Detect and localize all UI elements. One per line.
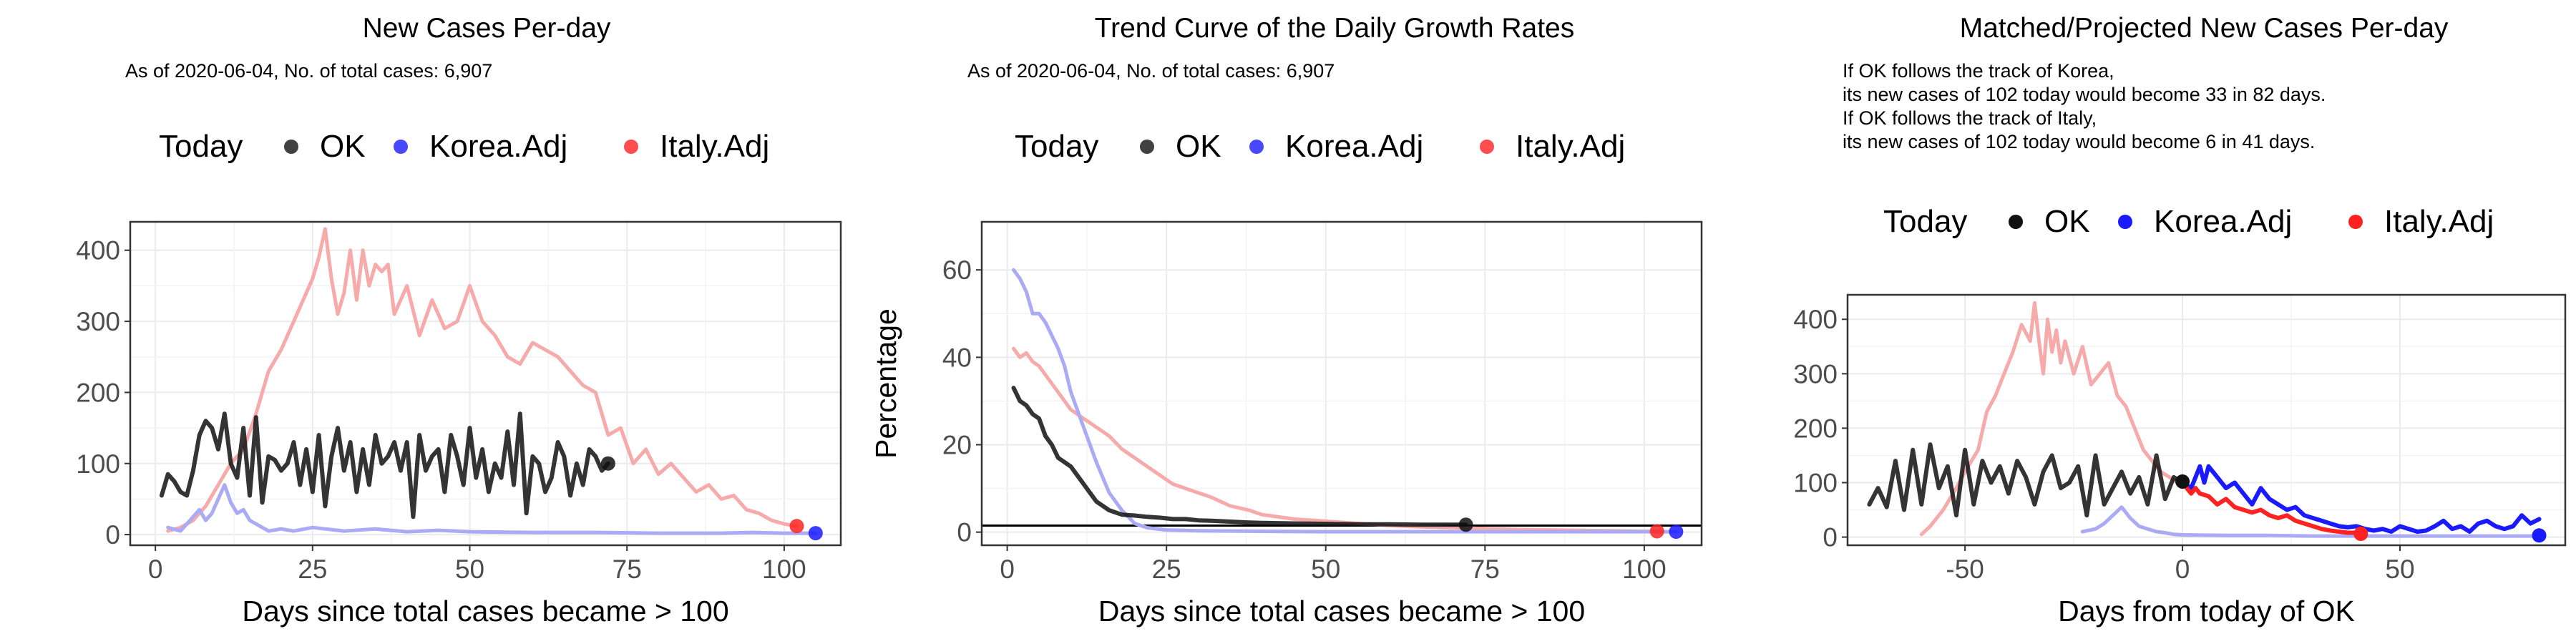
y-tick-label: 40 <box>942 343 972 372</box>
legend-label-italy: Italy.Adj <box>2384 204 2494 239</box>
legend-label-italy: Italy.Adj <box>660 129 769 164</box>
series-group <box>982 268 1702 534</box>
y-tick-label: 200 <box>1793 414 1838 443</box>
series-line-ok-main <box>159 411 610 519</box>
y-tick-label: 400 <box>1793 305 1838 334</box>
legend-key-ok <box>284 140 298 154</box>
x-tick-label: 0 <box>1000 555 1015 584</box>
legend-key-ok <box>2009 215 2023 229</box>
chart-title: New Cases Per-day <box>363 13 611 44</box>
x-tick-label: 25 <box>1152 555 1181 584</box>
series-line-korea <box>166 483 818 535</box>
x-tick-label: 75 <box>1470 555 1500 584</box>
today-point-italy <box>1649 524 1664 539</box>
series-line-italy <box>1919 301 2185 537</box>
today-point-ok <box>1458 517 1473 532</box>
today-point-korea <box>2532 528 2547 543</box>
x-tick-label: 25 <box>298 555 327 584</box>
grid <box>1848 295 2565 545</box>
legend-title: Today <box>1883 204 1967 239</box>
legend-label-ok: OK <box>320 129 366 164</box>
plot-frame <box>129 220 842 547</box>
series-line-italy-main <box>2180 480 2363 536</box>
y-tick-label: 60 <box>942 255 972 285</box>
legend-title: Today <box>159 129 243 164</box>
series-line-korea <box>2080 505 2541 538</box>
series-line-ok-main <box>1011 386 1468 527</box>
y-tick-label: 200 <box>76 378 120 407</box>
grid <box>982 222 1702 545</box>
chart-subtitle-line: If OK follows the track of Italy, <box>1843 107 2097 129</box>
y-tick-label: 0 <box>957 518 972 547</box>
today-point-korea <box>1669 525 1684 540</box>
legend-label-korea: Korea.Adj <box>2154 204 2292 239</box>
legend-label-ok: OK <box>1176 129 1221 164</box>
series-line-ok-main <box>1867 442 2185 518</box>
x-tick-label: 50 <box>1311 555 1340 584</box>
legend-key-italy <box>1480 140 1494 154</box>
today-point-italy <box>789 519 804 534</box>
chart-subtitle-line: its new cases of 102 today would become … <box>1843 84 2326 105</box>
series-line-italy <box>166 227 799 533</box>
x-tick-label: 75 <box>613 555 642 584</box>
y-tick-label: 20 <box>942 431 972 460</box>
grid <box>130 222 841 545</box>
legend-label-korea: Korea.Adj <box>1285 129 1423 164</box>
plot-frame <box>1846 293 2567 547</box>
x-axis-label: Days since total cases became > 100 <box>1098 595 1585 628</box>
series-line-italy <box>1012 346 1659 533</box>
today-point-ok <box>2175 474 2190 489</box>
legend: Today OK Korea.Adj Italy.Adj <box>159 129 769 164</box>
legend: Today OK Korea.Adj Italy.Adj <box>1883 204 2494 239</box>
y-tick-label: 100 <box>1793 469 1838 498</box>
x-tick-label: 0 <box>2175 555 2190 584</box>
plot-background <box>1848 295 2565 545</box>
x-tick-label: 50 <box>2385 555 2414 584</box>
legend: Today OK Korea.Adj Italy.Adj <box>1015 129 1625 164</box>
legend-label-korea: Korea.Adj <box>429 129 567 164</box>
legend-label-ok: OK <box>2044 204 2090 239</box>
x-tick-label: 100 <box>762 555 806 584</box>
y-tick-label: 0 <box>1823 523 1838 552</box>
chart-panel-3: Matched/Projected New Cases Per-day If OK… <box>1793 13 2567 628</box>
chart-subtitle-line: As of 2020-06-04, No. of total cases: 6,… <box>967 60 1335 82</box>
legend-key-italy <box>2348 215 2363 229</box>
legend-key-ok <box>1140 140 1154 154</box>
legend-key-korea <box>1249 140 1264 154</box>
today-point-korea <box>808 526 823 541</box>
x-tick-label: 100 <box>1622 555 1667 584</box>
y-tick-label: 0 <box>105 520 120 550</box>
chart-panel-2: Trend Curve of the Daily Growth Rates As … <box>869 13 1703 628</box>
chart-subtitle-line: its new cases of 102 today would become … <box>1843 131 2315 152</box>
x-tick-label: 0 <box>148 555 163 584</box>
y-tick-label: 300 <box>76 307 120 336</box>
today-point-italy <box>2353 527 2368 542</box>
x-axis-label: Days since total cases became > 100 <box>242 595 728 628</box>
chart-title: Matched/Projected New Cases Per-day <box>1960 13 2449 44</box>
legend-key-italy <box>624 140 638 154</box>
y-tick-label: 300 <box>1793 359 1838 389</box>
legend-label-italy: Italy.Adj <box>1516 129 1625 164</box>
legend-title: Today <box>1015 129 1098 164</box>
series-group <box>159 227 818 535</box>
chart-title: Trend Curve of the Daily Growth Rates <box>1095 13 1574 44</box>
plot-background <box>982 222 1702 545</box>
y-axis-label: Percentage <box>869 308 902 459</box>
plot-frame <box>980 220 1703 547</box>
x-tick-label: 50 <box>455 555 484 584</box>
chart-subtitle-line: If OK follows the track of Korea, <box>1843 60 2114 82</box>
y-tick-label: 400 <box>76 236 120 265</box>
x-tick-label: -50 <box>1946 555 1984 584</box>
chart-panel-1: New Cases Per-day As of 2020-06-04, No. o… <box>76 13 842 628</box>
series-line-korea <box>1012 268 1678 534</box>
x-axis-label: Days from today of OK <box>2058 595 2355 628</box>
series-line-korea-main <box>2180 464 2542 534</box>
series-group <box>1867 301 2542 538</box>
chart-subtitle-line: As of 2020-06-04, No. of total cases: 6,… <box>125 60 492 82</box>
today-point-ok <box>600 456 615 471</box>
legend-key-korea <box>394 140 408 154</box>
legend-key-korea <box>2118 215 2132 229</box>
y-tick-label: 100 <box>76 449 120 479</box>
